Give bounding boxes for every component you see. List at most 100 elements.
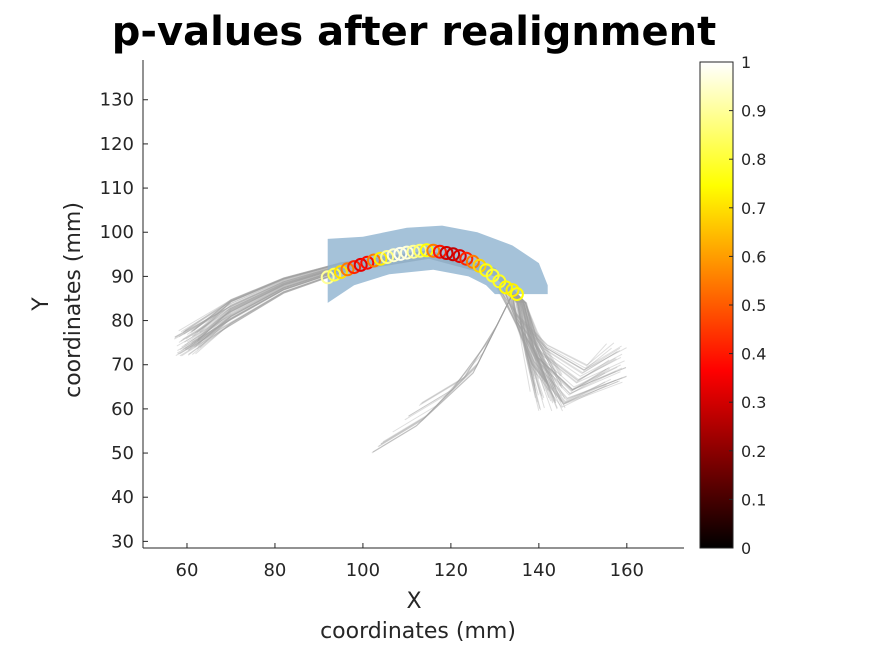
- fiber-line: [502, 285, 627, 391]
- fiber-line: [418, 293, 513, 406]
- fiber-line: [498, 284, 619, 405]
- fiber-line: [508, 285, 627, 400]
- p-value-marker: [386, 248, 401, 263]
- fiber-line: [504, 285, 621, 388]
- p-value-marker: [366, 253, 381, 268]
- fiber-line: [380, 293, 513, 445]
- fiber-line: [506, 285, 617, 382]
- p-value-marker: [509, 287, 524, 302]
- p-value-marker: [333, 265, 348, 279]
- colorbar-tick-label: 0.5: [741, 296, 766, 315]
- colorbar-tick-label: 0.8: [741, 150, 766, 169]
- y-tick-label: 60: [111, 399, 134, 420]
- p-value-marker: [406, 244, 421, 259]
- p-value-marker: [439, 246, 454, 260]
- chart-title: p-values after realignment: [112, 9, 716, 55]
- x-tick-label: 80: [263, 560, 286, 581]
- fiber-line: [408, 293, 513, 417]
- y-axis-label-line2: coordinates (mm): [61, 202, 86, 398]
- fiber-line: [421, 293, 513, 404]
- fiber-line: [510, 285, 617, 403]
- p-value-marker: [393, 246, 408, 261]
- colorbar-tick-label: 0.9: [741, 102, 766, 121]
- fiber-line: [510, 285, 623, 405]
- fiber-line: [495, 284, 615, 366]
- fiber-line: [500, 284, 607, 367]
- x-axis-label-line2: coordinates (mm): [320, 619, 516, 644]
- y-tick-labels: 30 40 50 60 70 80 90 100 110 120 130: [100, 90, 148, 552]
- fiber-line: [496, 284, 607, 408]
- p-value-marker: [347, 260, 362, 275]
- fiber-line: [408, 293, 513, 417]
- y-tick-label: 90: [111, 266, 134, 287]
- colorbar-tick-label: 1: [741, 53, 751, 72]
- p-value-marker: [399, 245, 414, 260]
- fiber-line: [495, 284, 612, 403]
- p-value-marker: [380, 250, 395, 264]
- fiber-line: [382, 293, 513, 443]
- fiber-bundle-background: [174, 250, 627, 454]
- p-value-markers: [320, 243, 524, 302]
- fiber-line: [511, 285, 610, 383]
- y-tick-label: 30: [111, 531, 134, 552]
- p-value-marker: [498, 280, 513, 295]
- fiber-line: [504, 285, 616, 381]
- p-value-marker: [360, 255, 375, 270]
- x-axis-label-line1: X: [406, 589, 421, 614]
- x-tick-label: 120: [434, 560, 468, 581]
- y-tick-label: 100: [100, 222, 134, 243]
- fiber-line: [494, 284, 606, 396]
- fiber-line: [498, 284, 623, 401]
- plot-axes: [142, 60, 684, 549]
- fiber-line: [511, 285, 623, 377]
- p-value-marker: [419, 243, 434, 258]
- colorbar-tick-label: 0.7: [741, 199, 766, 218]
- fiber-line: [371, 293, 513, 454]
- p-value-marker: [353, 257, 368, 272]
- colorbar-tick-label: 0.3: [741, 393, 766, 412]
- fiber-line: [496, 284, 611, 392]
- x-tick-label: 160: [610, 560, 644, 581]
- fiber-line: [501, 285, 617, 395]
- fiber-line: [499, 284, 621, 371]
- fiber-line: [380, 293, 513, 445]
- x-tick-label: 60: [176, 560, 199, 581]
- y-axis-label-line1: Y: [29, 297, 54, 312]
- fiber-line: [506, 285, 618, 375]
- colorbar-ticks: 0 0.1 0.2 0.3 0.4 0.5 0.6 0.7 0.8 0.9 1: [729, 53, 766, 558]
- p-value-marker: [413, 243, 428, 258]
- x-tick-label: 140: [522, 560, 556, 581]
- colorbar-tick-label: 0.2: [741, 442, 766, 461]
- y-tick-label: 110: [100, 178, 134, 199]
- fiber-line: [372, 293, 513, 453]
- p-value-marker: [340, 262, 355, 277]
- p-value-marker: [373, 251, 388, 266]
- fiber-line: [496, 284, 612, 371]
- x-tick-label: 100: [346, 560, 380, 581]
- y-tick-label: 40: [111, 487, 134, 508]
- fiber-line: [509, 285, 618, 390]
- fiber-line: [506, 285, 623, 391]
- p-value-marker: [452, 249, 467, 264]
- y-tick-label: 120: [100, 134, 134, 155]
- x-tick-labels: 60 80 100 120 140 160: [176, 543, 644, 581]
- fiber-line: [404, 293, 513, 421]
- fiber-line: [501, 285, 607, 393]
- fiber-line: [392, 293, 513, 433]
- fiber-line: [502, 285, 627, 399]
- p-value-marker: [432, 244, 447, 259]
- fiber-line: [377, 293, 513, 448]
- fiber-line: [497, 284, 620, 404]
- p-value-marker: [505, 283, 520, 298]
- colorbar-tick-label: 0.4: [741, 345, 766, 364]
- fiber-line: [500, 284, 621, 374]
- p-value-marker: [320, 270, 335, 285]
- colorbar: [699, 61, 734, 549]
- y-tick-label: 70: [111, 355, 134, 376]
- y-tick-label: 130: [100, 90, 134, 111]
- fiber-line: [508, 285, 622, 369]
- fiber-line: [378, 293, 513, 447]
- p-value-marker: [426, 243, 441, 258]
- fiber-line: [509, 285, 621, 395]
